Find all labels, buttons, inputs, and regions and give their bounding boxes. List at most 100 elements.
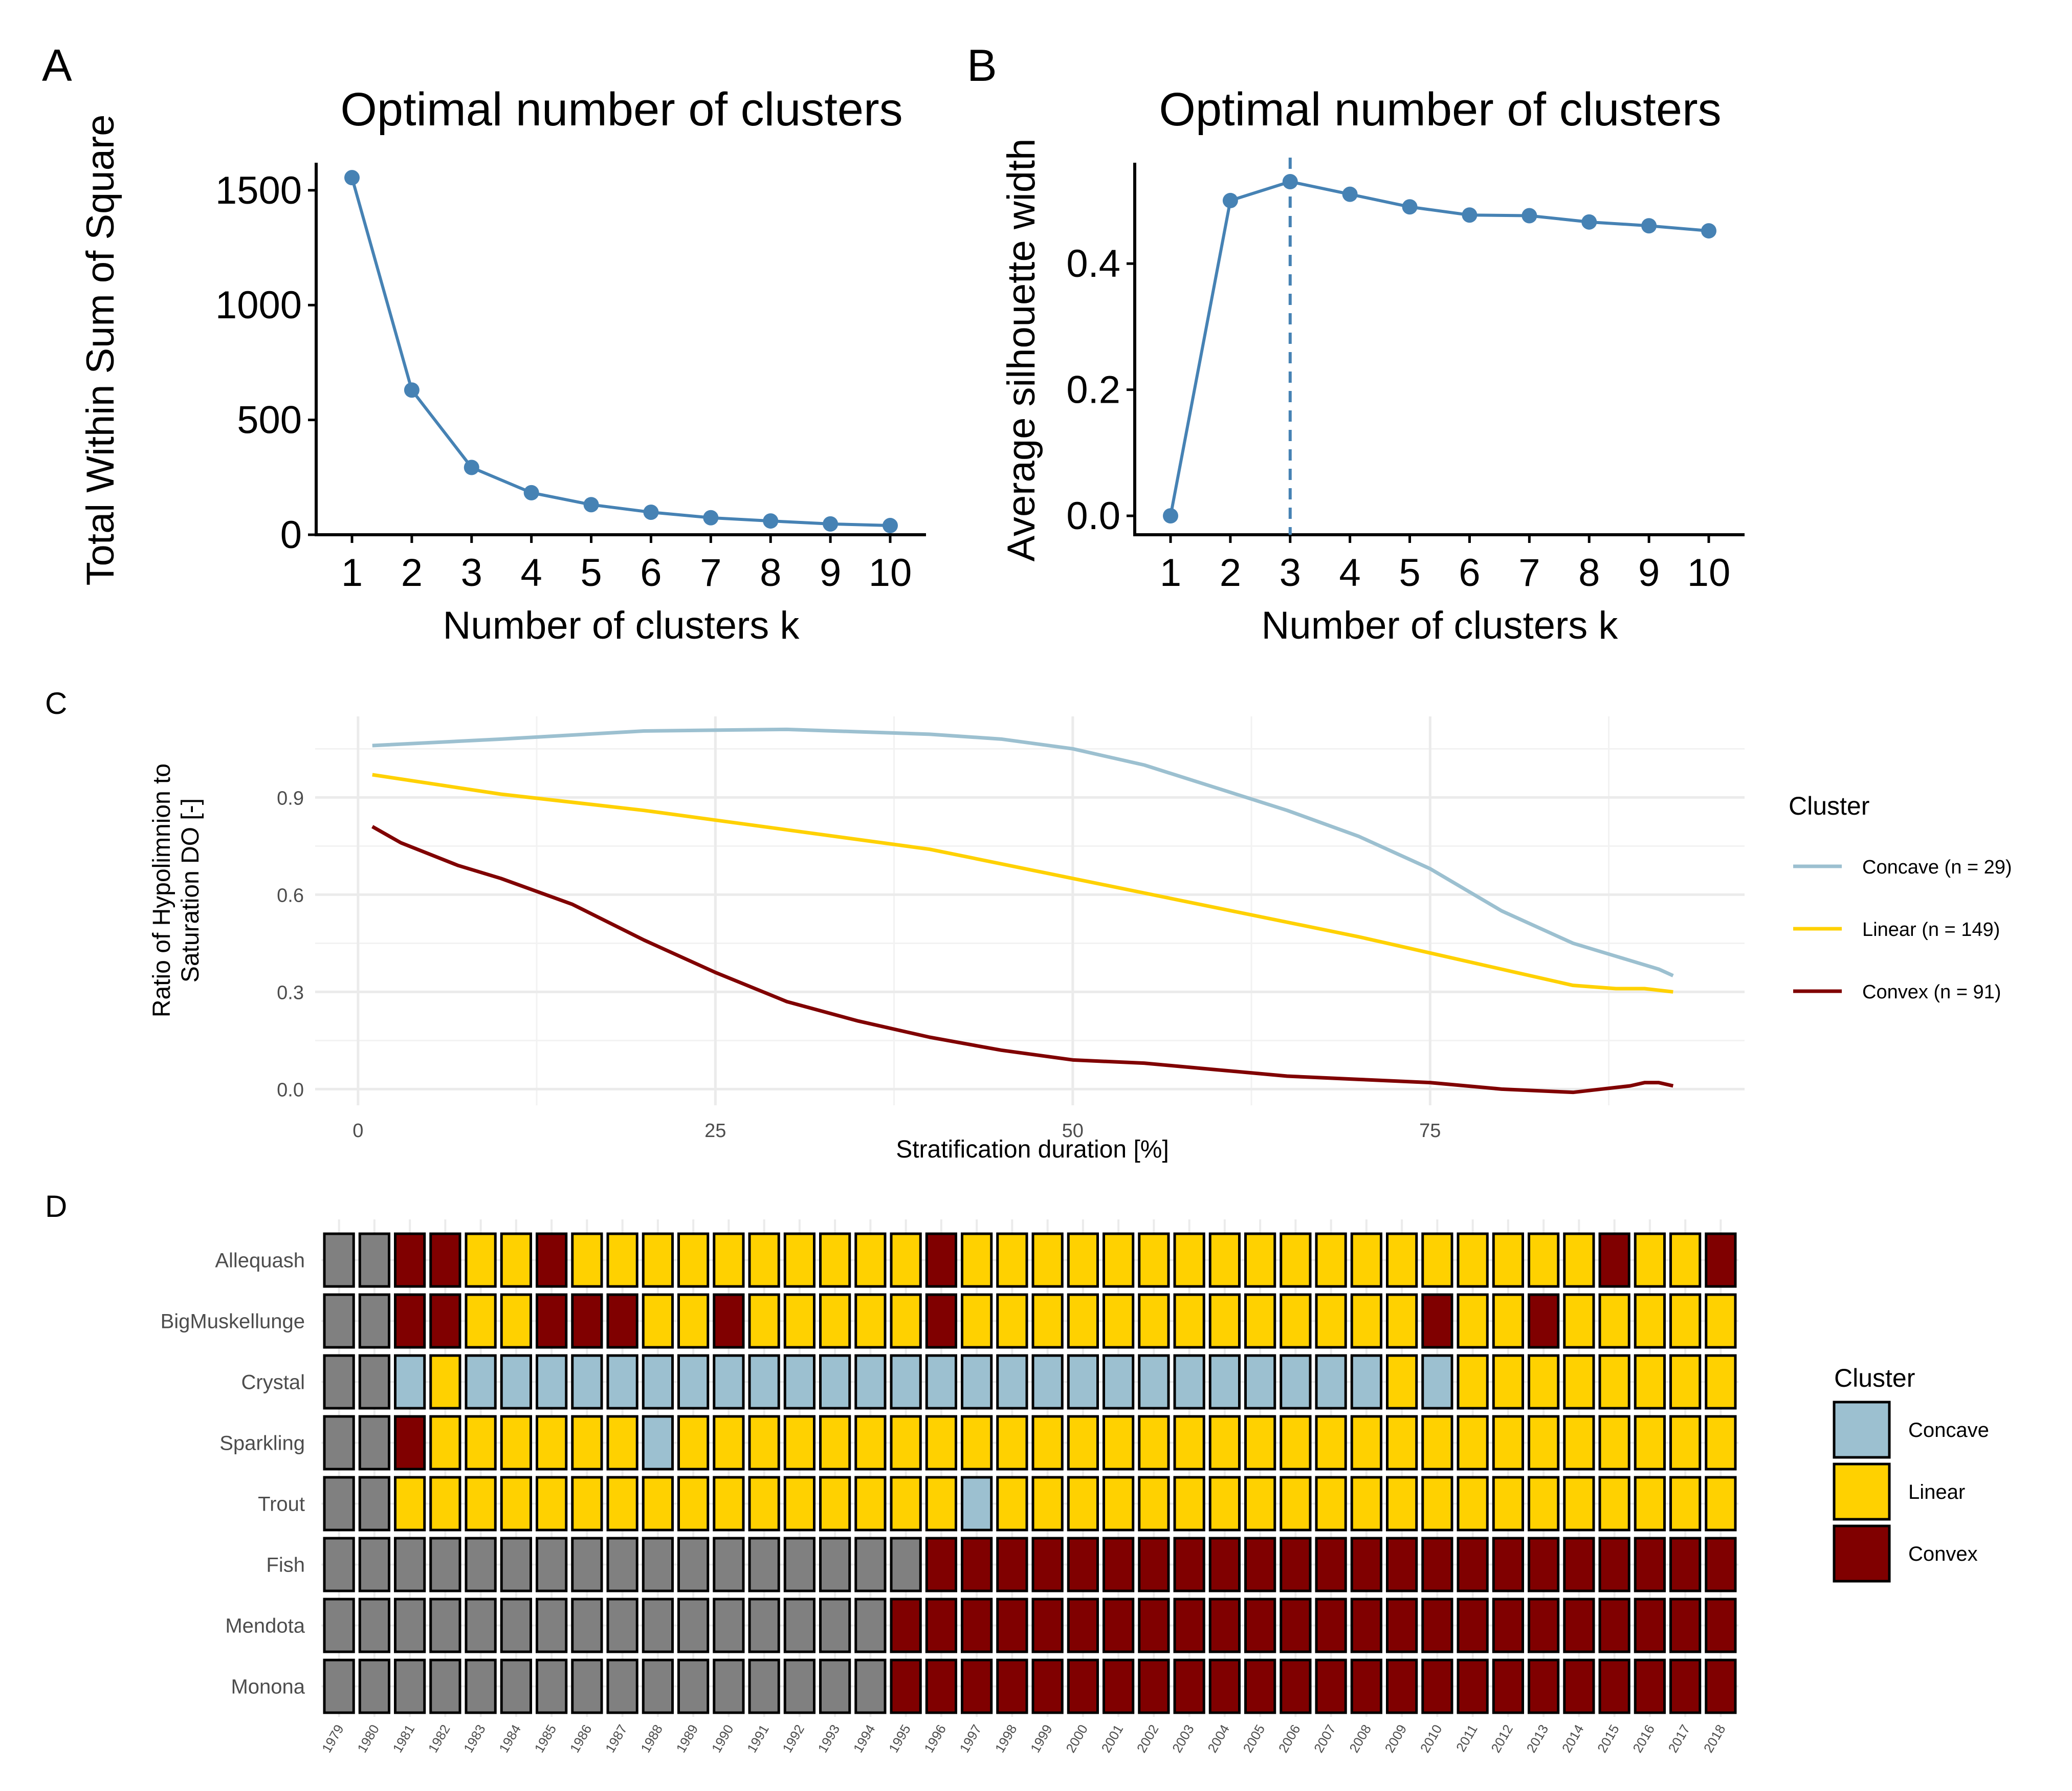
- heatmap-cell: [1492, 1658, 1524, 1714]
- heatmap-cell: [1705, 1476, 1737, 1532]
- heatmap-cell: [1244, 1293, 1276, 1349]
- heatmap-cell: [677, 1598, 710, 1653]
- heatmap-cell: [783, 1232, 815, 1288]
- heatmap-cell: [1315, 1415, 1347, 1471]
- heatmap-cell: [1315, 1537, 1347, 1592]
- year-label: 1995: [886, 1722, 914, 1755]
- lake-label: Monona: [231, 1676, 305, 1698]
- heatmap-cell: [500, 1598, 532, 1653]
- panel-b-y-axis-title: Average silhouette width: [1000, 139, 1043, 562]
- x-tick-label: 8: [1578, 551, 1600, 595]
- heatmap-cell: [677, 1658, 710, 1714]
- data-point: [703, 510, 719, 526]
- heatmap-cell: [783, 1354, 815, 1410]
- heatmap-cell: [1386, 1476, 1418, 1532]
- heatmap-cell: [1598, 1476, 1630, 1532]
- heatmap-cell: [394, 1476, 426, 1532]
- heatmap-cell: [536, 1658, 568, 1714]
- heatmap-cell: [1669, 1598, 1702, 1653]
- heatmap-cell: [642, 1354, 674, 1410]
- heatmap-cell: [571, 1415, 603, 1471]
- year-label: 1984: [496, 1722, 524, 1755]
- year-label: 1980: [354, 1722, 382, 1755]
- heatmap-cell: [642, 1232, 674, 1288]
- heatmap-cell: [571, 1598, 603, 1653]
- heatmap-cell: [854, 1476, 887, 1532]
- year-label: 1998: [992, 1722, 1020, 1755]
- heatmap-cell: [1598, 1415, 1630, 1471]
- heatmap-cell: [1705, 1293, 1737, 1349]
- heatmap-cell: [642, 1415, 674, 1471]
- heatmap-cell: [1528, 1658, 1560, 1714]
- heatmap-cell: [1669, 1354, 1702, 1410]
- year-label: 2005: [1240, 1722, 1268, 1755]
- heatmap-cell: [1563, 1293, 1595, 1349]
- heatmap-cell: [1350, 1476, 1382, 1532]
- heatmap-cell: [1421, 1476, 1453, 1532]
- heatmap-cell: [1208, 1293, 1241, 1349]
- heatmap-cell: [783, 1476, 815, 1532]
- heatmap-cell: [536, 1598, 568, 1653]
- heatmap-cell: [1386, 1232, 1418, 1288]
- heatmap-cell: [1669, 1476, 1702, 1532]
- data-point: [523, 485, 539, 500]
- heatmap-cell: [642, 1598, 674, 1653]
- panel-c-y-axis-title-line-1: Ratio of Hypolimnion to: [148, 763, 175, 1017]
- heatmap-cell: [925, 1354, 957, 1410]
- year-label: 2014: [1559, 1722, 1587, 1755]
- heatmap-cell: [1173, 1415, 1205, 1471]
- year-label: 1993: [814, 1722, 843, 1755]
- heatmap-cell: [1705, 1354, 1737, 1410]
- heatmap-cell: [1492, 1293, 1524, 1349]
- heatmap-cell: [1563, 1232, 1595, 1288]
- panel-c-x-axis-title: Stratification duration [%]: [896, 1136, 1169, 1163]
- heatmap-cell: [1138, 1415, 1170, 1471]
- heatmap-cell: [465, 1293, 497, 1349]
- heatmap-cell: [748, 1537, 780, 1592]
- heatmap-cell: [429, 1232, 461, 1288]
- heatmap-cell: [890, 1293, 922, 1349]
- heatmap-cell: [1457, 1354, 1489, 1410]
- heatmap-cell: [1563, 1537, 1595, 1592]
- heatmap-cell: [1067, 1232, 1099, 1288]
- heatmap-cell: [1421, 1293, 1453, 1349]
- heatmap-cell: [1457, 1476, 1489, 1532]
- x-tick-label: 0: [352, 1120, 363, 1142]
- heatmap-cell: [1031, 1415, 1064, 1471]
- heatmap-cell: [1031, 1598, 1064, 1653]
- year-label: 1996: [921, 1722, 949, 1755]
- heatmap-cell: [890, 1658, 922, 1714]
- y-tick-label: 1500: [215, 169, 302, 212]
- heatmap-cell: [571, 1658, 603, 1714]
- heatmap-cell: [1528, 1293, 1560, 1349]
- heatmap-cell: [1315, 1476, 1347, 1532]
- heatmap-cell: [1457, 1598, 1489, 1653]
- heatmap-cell: [1350, 1354, 1382, 1410]
- heatmap-cell: [1634, 1354, 1666, 1410]
- heatmap-cell: [1208, 1658, 1241, 1714]
- year-label: 1979: [319, 1722, 347, 1755]
- y-tick-label: 0.0: [1066, 494, 1120, 538]
- heatmap-cell: [1173, 1354, 1205, 1410]
- heatmap-cell: [536, 1537, 568, 1592]
- heatmap-cell: [1386, 1537, 1418, 1592]
- data-point: [763, 513, 779, 529]
- heatmap-cell: [677, 1476, 710, 1532]
- heatmap-cell: [1173, 1598, 1205, 1653]
- heatmap-cell: [1315, 1658, 1347, 1714]
- panel-d: 1979 1980 1981 1982 1983 1984 1985 1986 1987 1988…: [161, 1219, 1989, 1755]
- heatmap-cell: [1669, 1537, 1702, 1592]
- heatmap-cell: [606, 1354, 638, 1410]
- data-point: [344, 170, 360, 186]
- data-point: [1581, 214, 1597, 230]
- heatmap-cell: [1634, 1476, 1666, 1532]
- year-label: 2012: [1488, 1722, 1516, 1755]
- heatmap-cell: [1528, 1598, 1560, 1653]
- data-point: [464, 460, 479, 475]
- heatmap-cell: [996, 1232, 1028, 1288]
- heatmap-cell: [1031, 1354, 1064, 1410]
- year-label: 1986: [567, 1722, 595, 1755]
- legend-label: Linear: [1908, 1481, 1965, 1503]
- heatmap-cell: [465, 1537, 497, 1592]
